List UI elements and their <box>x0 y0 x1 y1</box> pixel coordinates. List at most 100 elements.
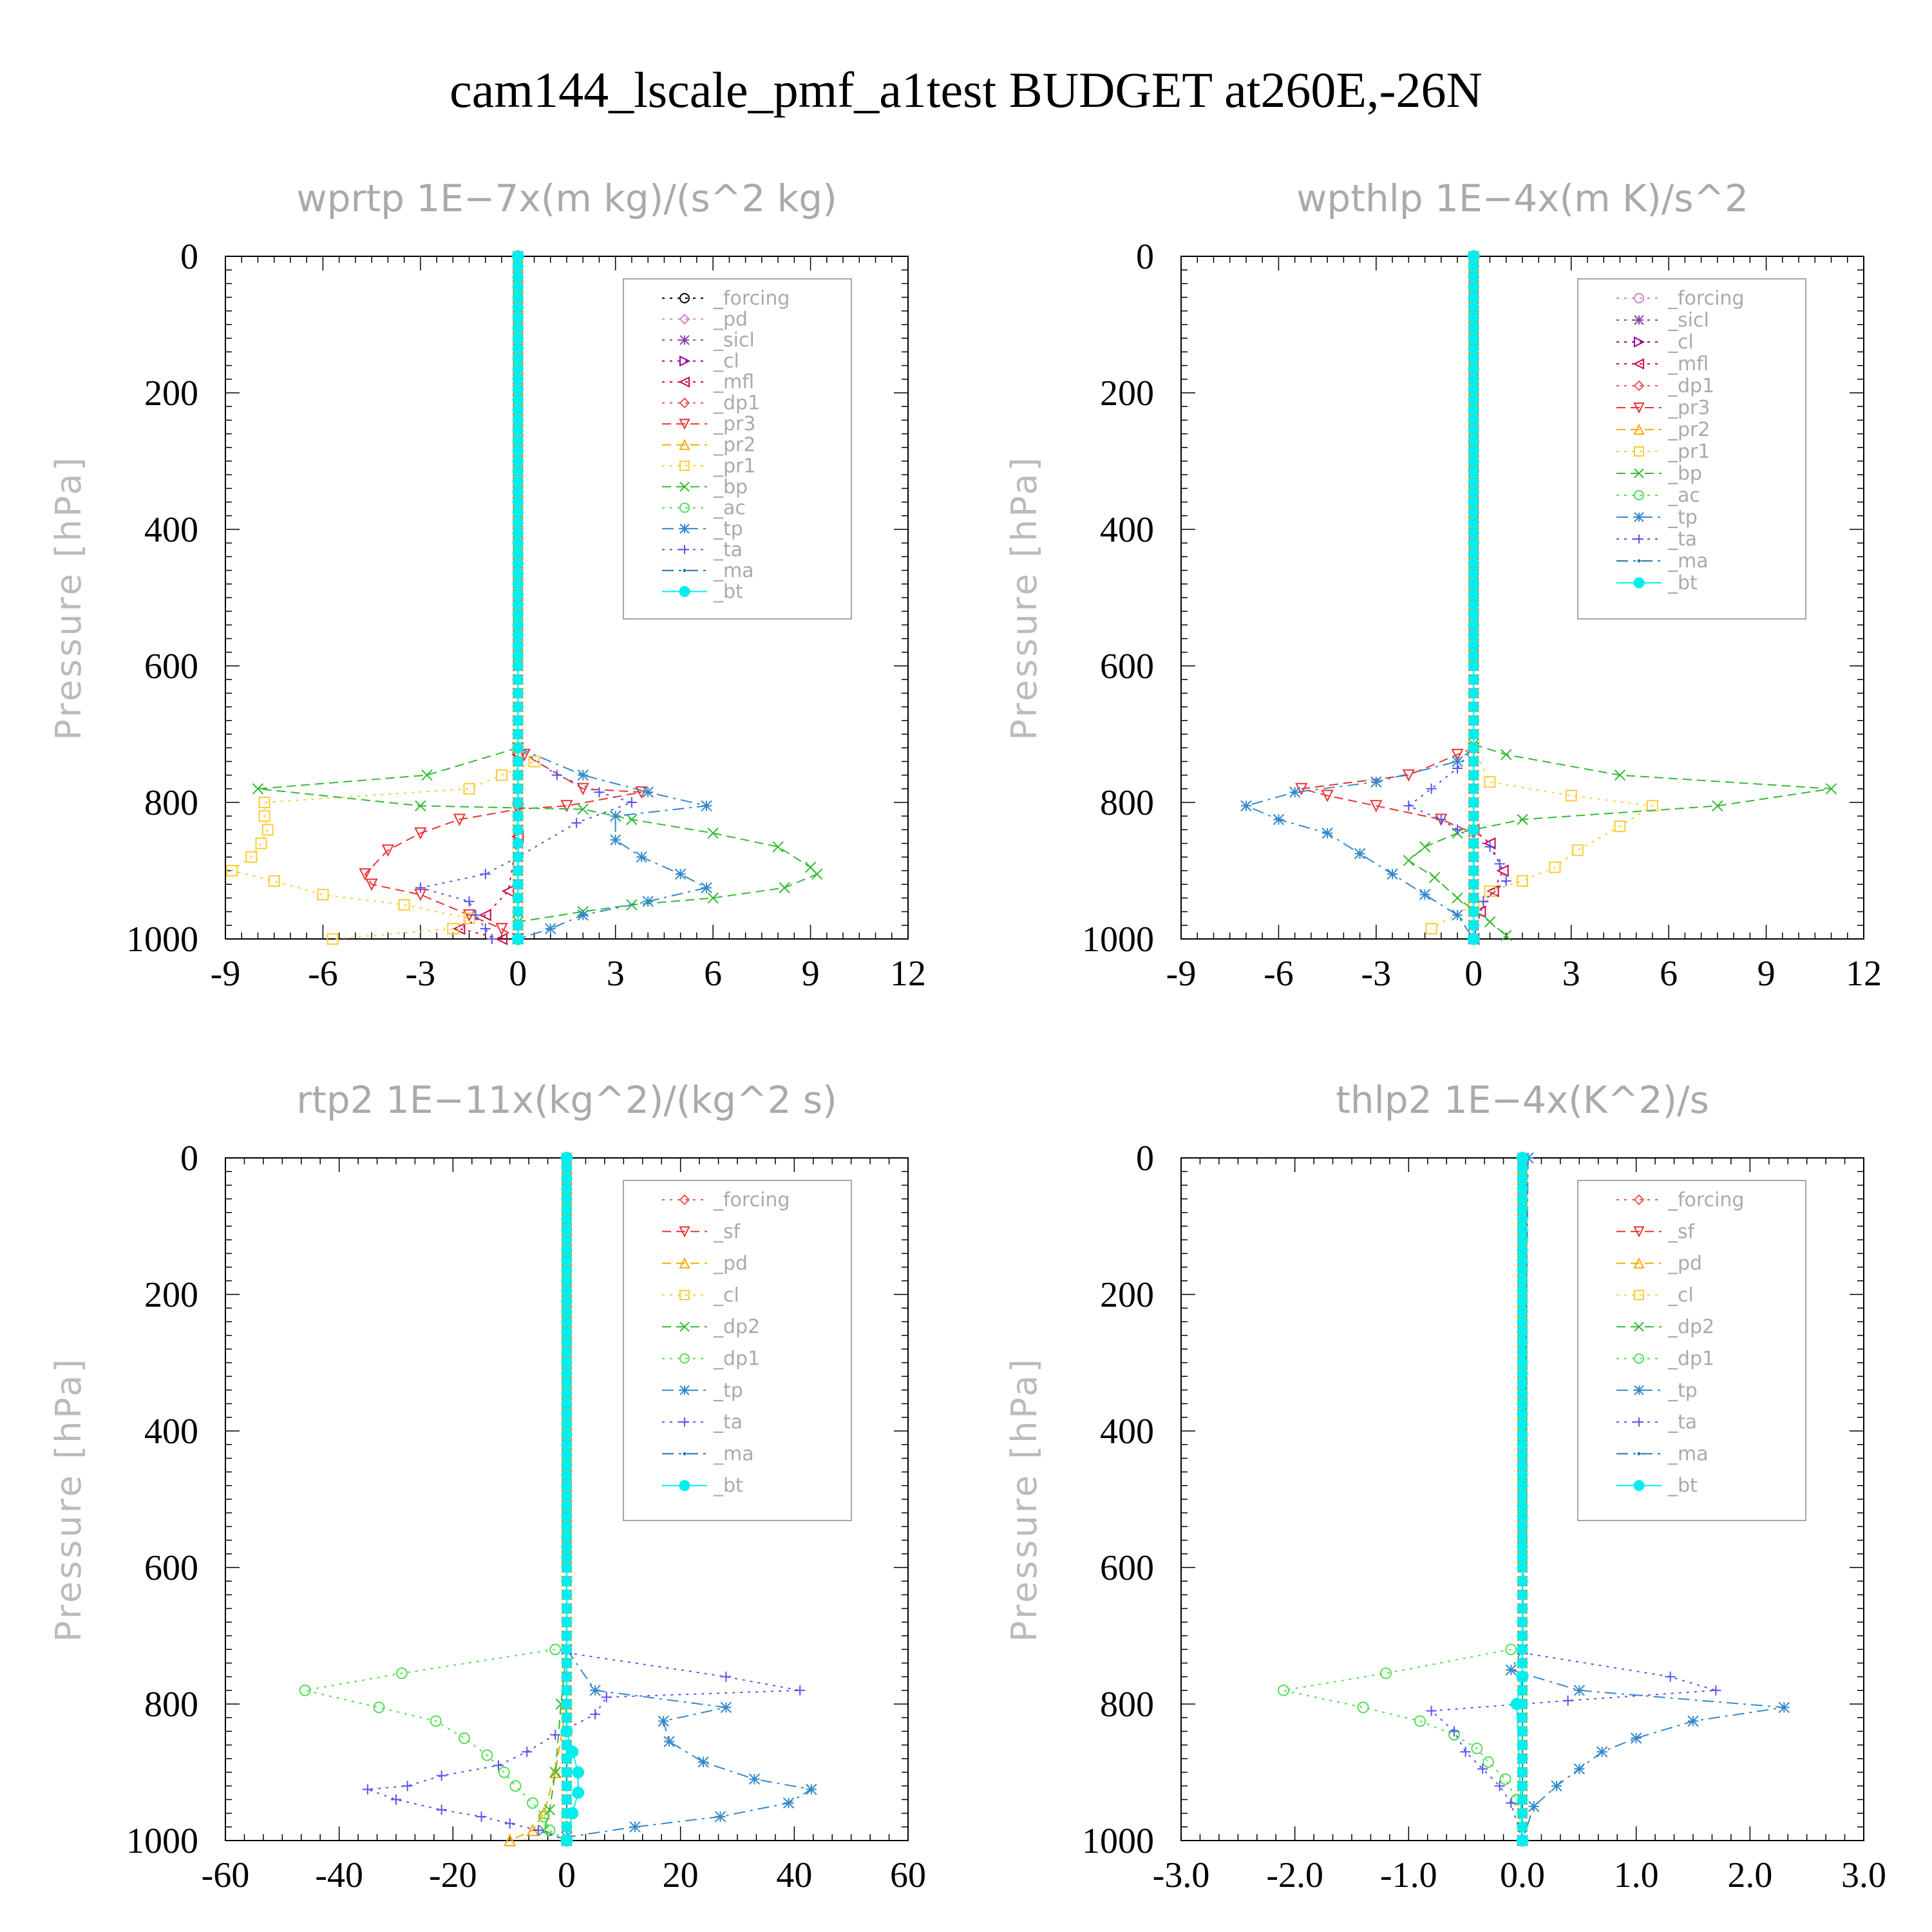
series-line <box>543 1649 567 1841</box>
y-tick-label: 600 <box>144 647 198 687</box>
data-point <box>1452 909 1463 921</box>
panel-title: thlp2 1E−4x(K^2)/s <box>1336 1078 1709 1122</box>
data-point <box>1452 763 1463 773</box>
data-point <box>658 1715 669 1727</box>
legend-marker <box>679 1353 690 1364</box>
data-point <box>261 824 274 836</box>
legend-entry: _mfl <box>1667 353 1709 375</box>
data-point <box>470 909 481 920</box>
data-point <box>486 934 497 944</box>
data-point <box>1419 841 1431 853</box>
legend-entry: _dp1 <box>713 392 760 415</box>
legend-entry: _pr2 <box>1667 419 1710 441</box>
legend-entry: _cl <box>713 1284 739 1307</box>
legend-entry: _forcing <box>1667 287 1744 310</box>
y-tick-label: 0 <box>180 237 198 277</box>
legend-entry: _tp <box>1667 1379 1698 1402</box>
legend-entry: _dp1 <box>713 1348 760 1370</box>
data-point <box>1571 844 1584 857</box>
data-point <box>1528 1801 1540 1812</box>
data-point <box>509 1780 522 1792</box>
data-point <box>566 1807 579 1820</box>
data-point <box>459 1732 470 1744</box>
data-point <box>572 1766 585 1779</box>
legend-marker <box>1634 1417 1643 1427</box>
legend-marker <box>1634 446 1644 457</box>
x-tick-label: -3 <box>406 954 436 994</box>
panel-title: wpthlp 1E−4x(m K)/s^2 <box>1296 176 1748 220</box>
data-point <box>1240 800 1252 812</box>
y-axis-label: Pressure [hPa] <box>48 455 89 740</box>
data-point <box>1467 250 1480 263</box>
data-point <box>1551 1780 1562 1792</box>
data-point <box>495 923 508 936</box>
legend-marker <box>1633 1194 1645 1206</box>
data-point <box>1484 776 1496 788</box>
data-point <box>1778 1701 1790 1714</box>
data-point <box>550 1729 561 1740</box>
series-line <box>1407 747 1507 940</box>
legend: _forcing _sf _pd _cl _dp2 _dp1 _tp _ta _ma _bt <box>1577 1180 1806 1521</box>
data-point <box>1467 933 1480 945</box>
data-point <box>1402 769 1415 782</box>
data-point <box>1517 1808 1528 1819</box>
series-ta <box>415 252 637 944</box>
data-point <box>1321 790 1334 802</box>
data-point <box>1273 813 1285 826</box>
data-point <box>1499 1773 1511 1785</box>
x-tick-label: 9 <box>1757 954 1776 994</box>
data-point <box>1403 855 1415 866</box>
data-point <box>478 909 491 922</box>
x-tick-label: -3.0 <box>1153 1855 1210 1895</box>
series-line <box>1516 1158 1523 1841</box>
y-axis-label: Pressure [hPa] <box>1004 1356 1045 1642</box>
data-point <box>1573 1763 1586 1775</box>
legend-entry: _sf <box>713 1220 741 1243</box>
figure-title: cam144_lscale_pmf_a1test BUDGET at260E,-… <box>450 62 1482 118</box>
y-tick-label: 400 <box>144 510 198 550</box>
x-tick-label: -60 <box>202 1855 250 1895</box>
data-point <box>493 1760 504 1771</box>
legend-entry: _ta <box>1667 1411 1697 1434</box>
legend-entry: _cl <box>713 350 739 373</box>
data-point <box>610 834 621 846</box>
legend-marker <box>683 1452 687 1455</box>
data-point <box>642 895 654 907</box>
legend-marker <box>679 293 690 303</box>
y-tick-label: 400 <box>144 1412 198 1452</box>
legend-marker <box>1634 1289 1644 1300</box>
data-point <box>1387 868 1398 880</box>
legend-entry: _bt <box>713 580 743 603</box>
legend-marker <box>679 439 690 450</box>
data-point <box>436 1770 447 1781</box>
x-tick-label: -40 <box>315 1855 363 1895</box>
data-point <box>268 875 280 887</box>
data-point <box>601 1692 612 1703</box>
series-line <box>1473 829 1504 940</box>
data-point <box>1710 1685 1721 1696</box>
data-point <box>1451 748 1464 762</box>
x-tick-label: 12 <box>1846 954 1882 994</box>
x-tick-label: -1.0 <box>1380 1855 1437 1895</box>
legend-entry: _mfl <box>713 371 754 393</box>
legend-entry: _forcing <box>713 1189 790 1211</box>
data-point <box>701 800 712 812</box>
y-axis-label: Pressure [hPa] <box>1004 455 1045 740</box>
data-point <box>1517 1753 1528 1765</box>
data-point <box>1419 889 1431 900</box>
legend-entry: _bt <box>1667 1475 1698 1497</box>
data-point <box>391 1794 401 1805</box>
data-point <box>1449 1726 1459 1737</box>
legend-marker <box>1633 577 1645 589</box>
y-tick-label: 600 <box>1100 647 1154 687</box>
y-tick-label: 600 <box>144 1548 198 1588</box>
data-point <box>1506 1797 1517 1808</box>
data-point <box>1505 1643 1517 1656</box>
y-tick-label: 800 <box>1100 1685 1154 1725</box>
legend-marker <box>679 335 690 345</box>
legend-entry: _tp <box>713 1379 743 1402</box>
data-point <box>549 1765 562 1778</box>
data-point <box>545 923 556 934</box>
x-tick-label: -20 <box>429 1855 477 1895</box>
